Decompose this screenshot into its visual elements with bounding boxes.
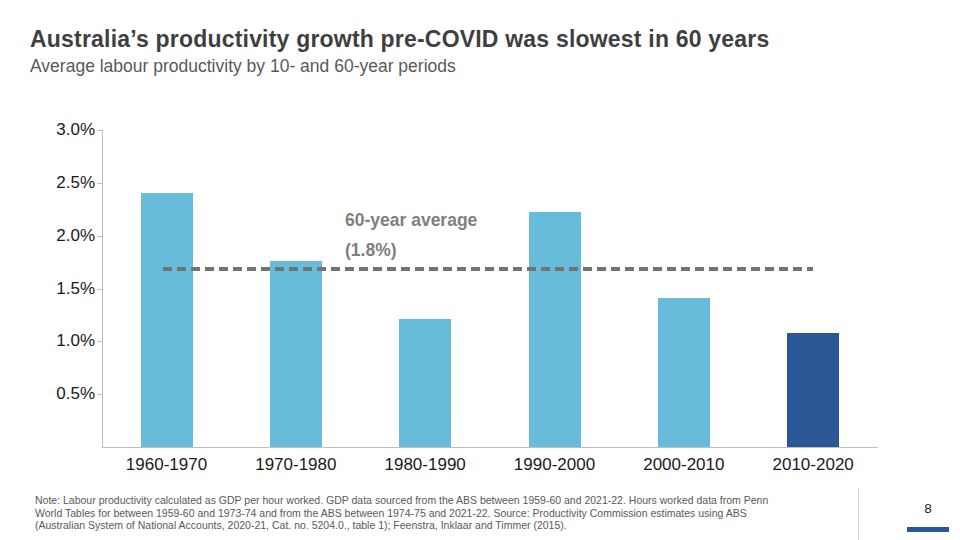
bar-2010-2020 [787, 333, 839, 447]
x-axis-tick-label: 2010-2020 [749, 455, 878, 475]
bar-1990-2000 [529, 212, 581, 447]
y-axis-tick-mark [97, 394, 102, 395]
slide: Australia’s productivity growth pre-COVI… [0, 0, 960, 540]
y-axis-tick-label: 1.5% [35, 280, 95, 298]
source-note-line: Note: Labour productivity calculated as … [35, 494, 850, 507]
average-annotation-line1: 60-year average [345, 205, 477, 235]
bar-1970-1980 [270, 261, 322, 447]
y-axis-tick-mark [97, 183, 102, 184]
x-axis-tick-label: 2000-2010 [619, 455, 748, 475]
page-number: 8 [900, 501, 956, 516]
source-note: Note: Labour productivity calculated as … [35, 494, 850, 532]
source-note-line: World Tables for between 1959-60 and 197… [35, 507, 850, 520]
bar-1980-1990 [399, 319, 451, 447]
bar-2000-2010 [658, 298, 710, 447]
y-axis-tick-mark [97, 341, 102, 342]
y-axis-tick-label: 1.0% [35, 332, 95, 350]
source-note-line: (Australian System of National Accounts,… [35, 519, 850, 532]
y-axis-tick-label: 3.0% [35, 121, 95, 139]
y-axis-tick-label: 0.5% [35, 385, 95, 403]
y-axis-tick-label: 2.5% [35, 174, 95, 192]
bar-1960-1970 [141, 193, 193, 447]
x-axis-tick-label: 1980-1990 [361, 455, 490, 475]
x-axis-line [102, 447, 878, 448]
x-axis-tick-label: 1970-1980 [231, 455, 360, 475]
x-axis-tick-label: 1960-1970 [102, 455, 231, 475]
y-axis-tick-mark [97, 130, 102, 131]
y-axis-tick-mark [97, 289, 102, 290]
page-subtitle: Average labour productivity by 10- and 6… [30, 56, 456, 77]
average-annotation: 60-year average (1.8%) [345, 205, 477, 265]
average-annotation-line2: (1.8%) [345, 235, 477, 265]
y-axis-line [102, 130, 103, 447]
footer-divider [858, 488, 859, 540]
y-axis-tick-mark [97, 236, 102, 237]
y-axis-tick-label: 2.0% [35, 227, 95, 245]
page-number-underline [907, 527, 949, 532]
average-reference-line [163, 267, 813, 271]
x-axis-tick-label: 1990-2000 [490, 455, 619, 475]
page-title: Australia’s productivity growth pre-COVI… [30, 26, 769, 53]
